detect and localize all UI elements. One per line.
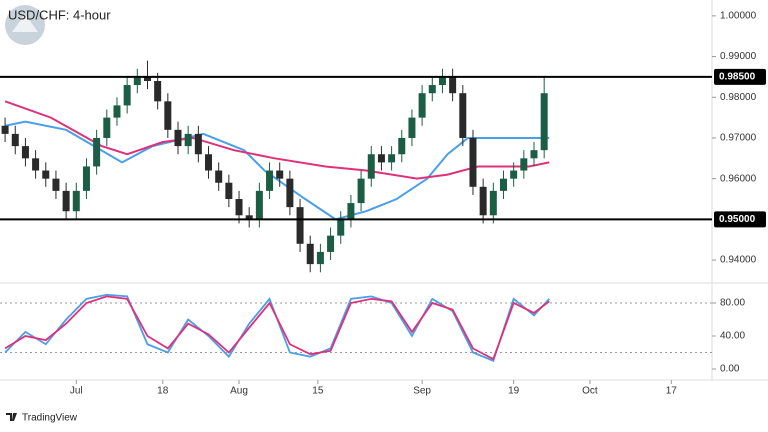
candle-body (194, 133, 202, 155)
candle-body (357, 178, 365, 204)
candle-body (113, 105, 121, 118)
candle-body (276, 170, 284, 179)
candle-body (459, 93, 467, 138)
candle-body (133, 76, 141, 86)
candle-body (479, 186, 487, 216)
candle-body (286, 178, 294, 208)
y-tick-label: 0.97000 (720, 133, 757, 144)
candle-body (398, 137, 406, 155)
x-tick-label: 15 (312, 386, 324, 397)
x-tick-label: Aug (230, 386, 248, 397)
x-tick-label: Jul (70, 386, 83, 397)
candle-body (1, 125, 9, 134)
candle-body (93, 137, 101, 167)
x-tick-label: 17 (666, 386, 678, 397)
candle-body (154, 80, 162, 102)
candle-body (62, 190, 70, 212)
candle-body (469, 137, 477, 187)
candle-body (499, 178, 507, 191)
candle-body (184, 133, 192, 147)
level-label-box (714, 211, 766, 228)
candle-body (530, 150, 538, 159)
candle-body (418, 93, 426, 118)
candle-body (174, 129, 182, 147)
moving-average (4, 100, 550, 180)
footer: TradingView (22, 413, 78, 424)
chart-title: USD/CHF: 4-hour (8, 7, 111, 22)
candle-body (11, 133, 19, 147)
y-tick-label: 0.99000 (720, 51, 757, 62)
candle-body (235, 199, 243, 216)
y-tick-label: 0.94000 (720, 255, 757, 266)
candle-body (306, 243, 314, 265)
candle-body (82, 166, 90, 191)
candle-body (337, 219, 345, 236)
candle-body (42, 170, 50, 179)
candle-body (225, 182, 233, 200)
y-tick-label: 80.00 (720, 298, 745, 309)
candle-body (388, 154, 396, 163)
x-tick-label: 19 (508, 386, 520, 397)
candle-body (520, 158, 528, 171)
level-label-box (714, 68, 766, 85)
candle-body (255, 190, 263, 220)
y-tick-label: 0.98000 (720, 92, 757, 103)
candle-body (32, 158, 40, 171)
y-tick-label: 0.96000 (720, 173, 757, 184)
candle-body (408, 117, 416, 138)
stoch-line (4, 293, 550, 362)
candle-body (143, 76, 151, 81)
y-tick-label: 1.00000 (720, 11, 757, 22)
level-label: 0.95000 (719, 214, 756, 225)
moving-average (4, 120, 550, 221)
candle-body (510, 170, 518, 179)
candle-body (205, 154, 213, 171)
y-tick-label: 0.00 (720, 364, 740, 375)
candle-body (316, 251, 324, 265)
candle-body (347, 203, 355, 220)
x-tick-label: 18 (157, 386, 169, 397)
candle-body (540, 93, 548, 151)
candle-body (428, 85, 436, 94)
candle-body (215, 170, 223, 183)
x-tick-label: Oct (582, 386, 598, 397)
candle-body (245, 215, 253, 220)
candle-body (21, 146, 29, 159)
candle-body (123, 85, 131, 106)
candle-body (438, 76, 446, 86)
candle-body (367, 154, 375, 179)
candle-body (296, 207, 304, 244)
candle-body (164, 101, 172, 130)
candle-body (52, 178, 60, 191)
candle-body (327, 235, 335, 252)
candle-body (377, 154, 385, 163)
y-tick-label: 40.00 (720, 331, 745, 342)
candle-body (103, 117, 111, 138)
stoch-line (4, 295, 550, 361)
candle-body (72, 190, 80, 212)
candle-body (449, 76, 457, 94)
footer-logo (6, 413, 17, 421)
level-label: 0.98500 (719, 72, 756, 83)
logo (5, 5, 45, 45)
candle-body (489, 190, 497, 216)
x-tick-label: Sep (413, 386, 431, 397)
candle-body (266, 170, 274, 191)
